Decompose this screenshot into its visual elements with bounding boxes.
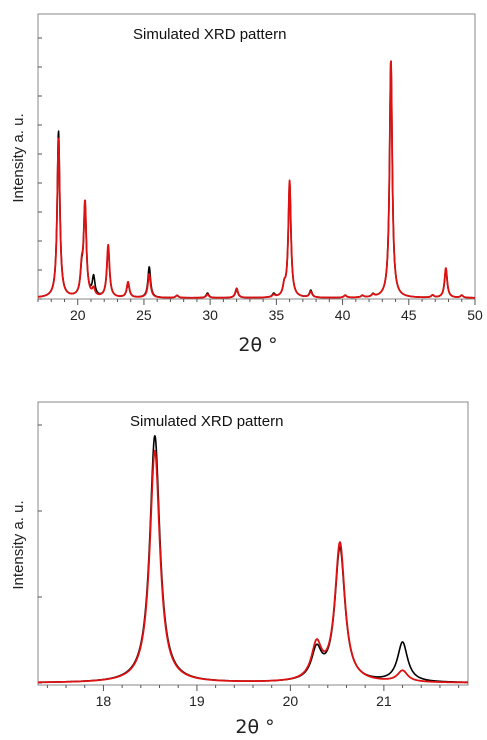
x-tick-label-top: 25 — [136, 307, 152, 323]
x-tick-label-bottom: 19 — [189, 693, 205, 709]
x-tick-label-top: 35 — [269, 307, 285, 323]
top-panel: 20 25 30 35 40 45 50 Simulated XRD pattern Int… — [10, 13, 483, 356]
red-series-line-top — [37, 60, 476, 299]
x-tick-label-bottom: 18 — [96, 693, 112, 709]
x-tick-label-top: 45 — [401, 307, 417, 323]
plot-frame-top — [37, 13, 476, 300]
top-marks: 20 25 30 35 40 45 50 — [37, 37, 483, 323]
chart-title-bottom: Simulated XRD pattern — [130, 413, 283, 430]
bottom-panel: 18 19 20 21 Simulated XRD pattern Intensity… — [10, 401, 469, 738]
x-tick-label-bottom: 20 — [283, 693, 299, 709]
x-tick-label-top: 40 — [335, 307, 351, 323]
y-axis-label-bottom: Intensity a. u. — [10, 500, 27, 589]
red-series-line-bottom — [37, 449, 469, 684]
bottom-marks: 18 19 20 21 — [37, 424, 469, 709]
x-tick-label-top: 20 — [70, 307, 86, 323]
x-axis-label-top: 2θ ° — [238, 334, 277, 356]
x-tick-label-top: 30 — [202, 307, 218, 323]
x-axis-label-bottom: 2θ ° — [235, 716, 274, 738]
x-tick-label-top: 50 — [467, 307, 483, 323]
chart-title-top: Simulated XRD pattern — [133, 26, 286, 43]
y-axis-label-top: Intensity a. u. — [10, 113, 27, 202]
x-tick-label-bottom: 21 — [376, 693, 392, 709]
